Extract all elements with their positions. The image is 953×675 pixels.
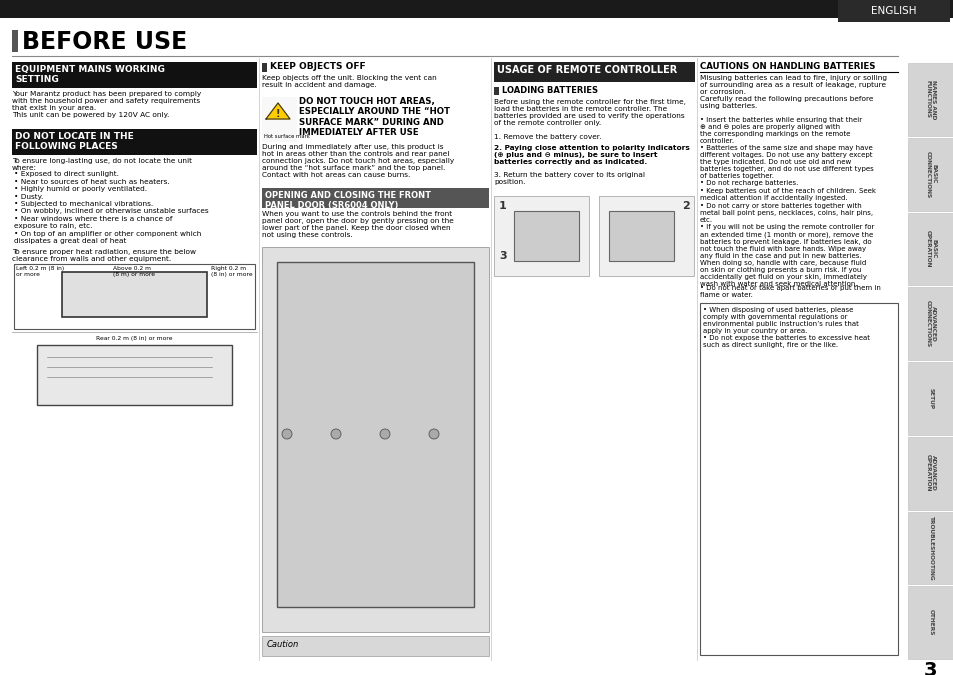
Text: OTHERS: OTHERS <box>927 610 933 636</box>
Bar <box>494 62 695 82</box>
Bar <box>837 0 949 22</box>
Text: Caution: Caution <box>267 640 299 649</box>
Text: • Near to sources of heat such as heaters.: • Near to sources of heat such as heater… <box>14 178 170 184</box>
Text: USAGE OF REMOTE CONTROLLER: USAGE OF REMOTE CONTROLLER <box>497 65 677 75</box>
Bar <box>494 196 588 276</box>
Text: Rear 0.2 m (8 in) or more: Rear 0.2 m (8 in) or more <box>96 336 172 341</box>
Circle shape <box>429 429 438 439</box>
Text: Keep objects off the unit. Blocking the vent can
result in accident and damage.: Keep objects off the unit. Blocking the … <box>262 75 436 88</box>
Bar <box>907 587 952 659</box>
Text: SETUP: SETUP <box>927 388 933 409</box>
Bar <box>12 129 256 155</box>
Text: Misusing batteries can lead to fire, injury or soiling
of surrounding area as a : Misusing batteries can lead to fire, inj… <box>700 75 886 109</box>
Bar <box>514 211 578 261</box>
Text: • Highly humid or poorly ventilated.: • Highly humid or poorly ventilated. <box>14 186 147 192</box>
Text: Your Marantz product has been prepared to comply
with the household power and sa: Your Marantz product has been prepared t… <box>12 91 201 118</box>
Text: • Do not recharge batteries.: • Do not recharge batteries. <box>700 180 798 186</box>
Text: Hot surface mark: Hot surface mark <box>264 134 310 139</box>
Text: OPENING AND CLOSING THE FRONT
PANEL DOOR (SR6004 ONLY): OPENING AND CLOSING THE FRONT PANEL DOOR… <box>265 191 431 211</box>
Text: To ensure long-lasting use, do not locate the unit
where:: To ensure long-lasting use, do not locat… <box>12 158 192 171</box>
Bar <box>14 264 254 329</box>
Bar <box>598 196 693 276</box>
Circle shape <box>331 429 340 439</box>
Text: 2: 2 <box>681 201 689 211</box>
Text: 1: 1 <box>498 201 506 211</box>
Bar <box>12 30 18 52</box>
Bar <box>37 345 232 405</box>
Text: • Keep batteries out of the reach of children. Seek
medical attention if acciden: • Keep batteries out of the reach of chi… <box>700 188 875 201</box>
Text: • If you will not be using the remote controller for
an extended time (1 month o: • If you will not be using the remote co… <box>700 225 874 287</box>
Bar <box>907 288 952 360</box>
Text: CAUTIONS ON HANDLING BATTERIES: CAUTIONS ON HANDLING BATTERIES <box>700 62 875 71</box>
Text: Left 0.2 m (8 in)
or more: Left 0.2 m (8 in) or more <box>16 266 64 277</box>
Text: EQUIPMENT MAINS WORKING
SETTING: EQUIPMENT MAINS WORKING SETTING <box>15 65 165 84</box>
Text: BEFORE USE: BEFORE USE <box>22 30 187 54</box>
Bar <box>62 272 207 317</box>
Text: • On top of an amplifier or other component which
dissipates a great deal of hea: • On top of an amplifier or other compon… <box>14 231 201 244</box>
Bar <box>907 437 952 510</box>
Text: 3. Return the battery cover to its original
position.: 3. Return the battery cover to its origi… <box>494 172 644 185</box>
Text: BASIC
CONNECTIONS: BASIC CONNECTIONS <box>924 151 936 198</box>
Text: 1. Remove the battery cover.: 1. Remove the battery cover. <box>494 134 601 140</box>
Bar <box>494 87 498 95</box>
Text: Before using the remote controller for the first time,
load the batteries in the: Before using the remote controller for t… <box>494 99 685 126</box>
Text: To ensure proper heat radiation, ensure the below
clearance from walls and other: To ensure proper heat radiation, ensure … <box>12 249 195 262</box>
Bar <box>276 262 474 607</box>
Text: • Do not expose the batteries to excessive heat
such as direct sunlight, fire or: • Do not expose the batteries to excessi… <box>702 335 869 348</box>
Bar <box>262 247 489 632</box>
Bar <box>262 97 296 142</box>
Bar <box>700 303 897 655</box>
Circle shape <box>379 429 390 439</box>
Bar <box>262 188 489 208</box>
Text: During and immediately after use, this product is
hot in areas other than the co: During and immediately after use, this p… <box>262 144 454 178</box>
Text: • When disposing of used batteries, please
comply with governmental regulations : • When disposing of used batteries, plea… <box>702 307 858 334</box>
Text: • Exposed to direct sunlight.: • Exposed to direct sunlight. <box>14 171 119 177</box>
Bar <box>907 63 952 136</box>
Text: TROUBLESHOOTING: TROUBLESHOOTING <box>927 516 933 580</box>
Text: LOADING BATTERIES: LOADING BATTERIES <box>501 86 598 95</box>
Text: • Insert the batteries while ensuring that their
⊕ and ⊖ poles are properly alig: • Insert the batteries while ensuring th… <box>700 117 862 144</box>
Text: • On wobbly, inclined or otherwise unstable surfaces: • On wobbly, inclined or otherwise unsta… <box>14 209 209 215</box>
Bar <box>907 213 952 286</box>
Text: • Do not carry or store batteries together with
metal ball point pens, necklaces: • Do not carry or store batteries togeth… <box>700 203 872 223</box>
Text: !: ! <box>275 109 280 119</box>
Text: 3: 3 <box>923 661 936 675</box>
Bar <box>907 362 952 435</box>
Text: ADVANCED
OPERATION: ADVANCED OPERATION <box>924 454 936 492</box>
Bar <box>12 62 256 88</box>
Text: Above 0.2 m
(8 m) or more: Above 0.2 m (8 m) or more <box>113 266 155 277</box>
Polygon shape <box>266 103 290 119</box>
Text: BASIC
OPERATION: BASIC OPERATION <box>924 230 936 267</box>
Text: DO NOT TOUCH HOT AREAS,
ESPECIALLY AROUND THE “HOT
SURFACE MARK” DURING AND
IMME: DO NOT TOUCH HOT AREAS, ESPECIALLY AROUN… <box>298 97 450 137</box>
Bar <box>262 636 489 656</box>
Bar <box>907 512 952 585</box>
Bar <box>907 138 952 211</box>
Text: • Batteries of the same size and shape may have
different voltages. Do not use a: • Batteries of the same size and shape m… <box>700 145 873 179</box>
Bar <box>262 63 267 72</box>
Bar <box>0 0 953 18</box>
Text: NAMES AND
FUNCTIONS: NAMES AND FUNCTIONS <box>924 80 936 119</box>
Text: ENGLISH: ENGLISH <box>870 6 916 16</box>
Text: • Do not heat or take apart batteries or put them in
flame or water.: • Do not heat or take apart batteries or… <box>700 285 880 298</box>
Text: KEEP OBJECTS OFF: KEEP OBJECTS OFF <box>270 62 365 71</box>
Text: 3: 3 <box>498 251 506 261</box>
Text: 2. Paying close attention to polarity indicators
(⊕ plus and ⊖ minus), be sure t: 2. Paying close attention to polarity in… <box>494 145 689 165</box>
Text: ADVANCED
CONNECTIONS: ADVANCED CONNECTIONS <box>924 300 936 347</box>
Text: • Subjected to mechanical vibrations.: • Subjected to mechanical vibrations. <box>14 201 153 207</box>
Text: When you want to use the controls behind the front
panel door, open the door by : When you want to use the controls behind… <box>262 211 454 238</box>
Text: DO NOT LOCATE IN THE
FOLLOWING PLACES: DO NOT LOCATE IN THE FOLLOWING PLACES <box>15 132 133 151</box>
Text: • Dusty.: • Dusty. <box>14 194 43 200</box>
Bar <box>608 211 673 261</box>
Text: Right 0.2 m
(8 in) or more: Right 0.2 m (8 in) or more <box>212 266 253 277</box>
Circle shape <box>282 429 292 439</box>
Text: • Near windows where there is a chance of
exposure to rain, etc.: • Near windows where there is a chance o… <box>14 216 172 229</box>
